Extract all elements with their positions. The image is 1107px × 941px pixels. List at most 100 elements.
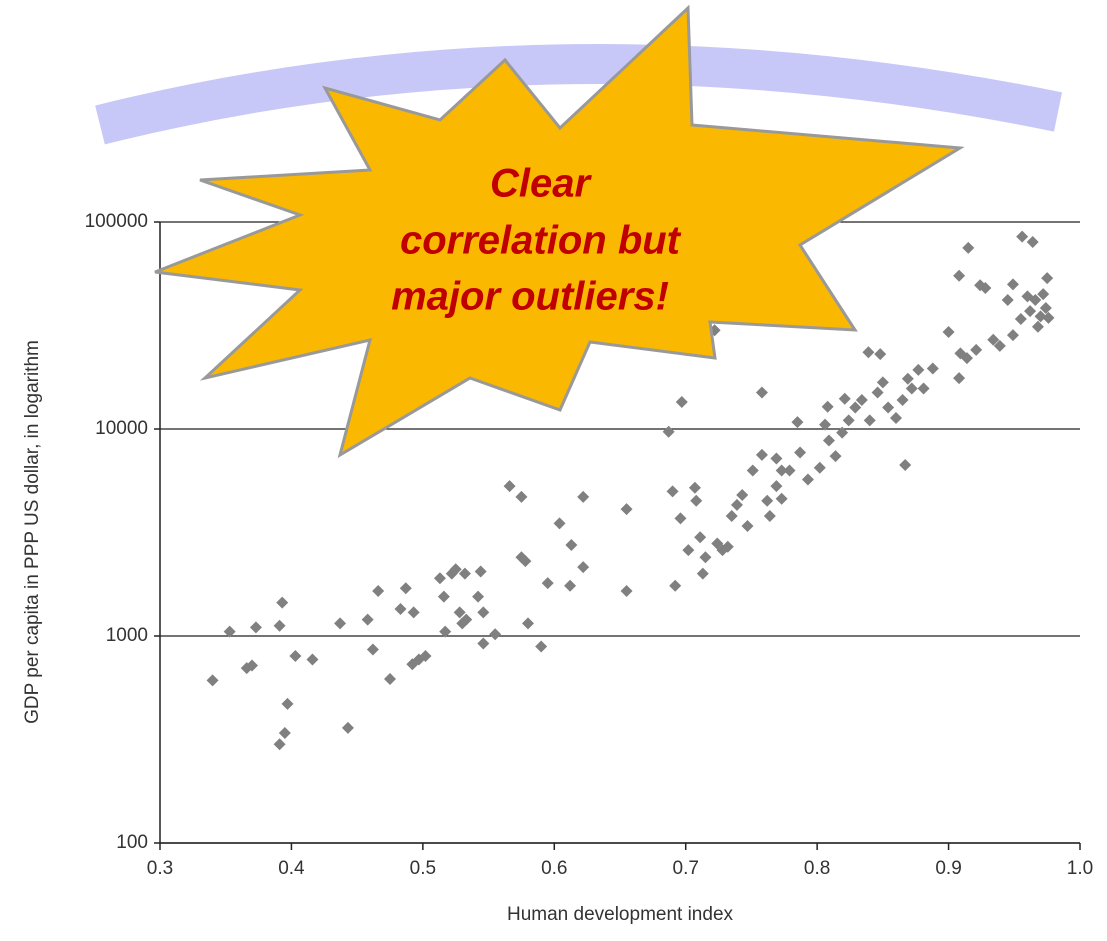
point — [674, 512, 687, 525]
point — [565, 539, 578, 552]
x-tick-label: 0.9 — [935, 858, 961, 879]
point — [836, 426, 849, 439]
x-tick-label: 0.7 — [673, 858, 699, 879]
point — [278, 726, 291, 739]
point — [899, 459, 912, 472]
point — [690, 494, 703, 507]
point — [849, 401, 862, 414]
point — [962, 241, 975, 254]
point — [474, 565, 487, 578]
point — [306, 653, 319, 666]
point — [987, 333, 1000, 346]
point — [281, 697, 294, 710]
point — [770, 480, 783, 493]
point — [666, 485, 679, 498]
point — [1034, 310, 1047, 323]
point — [384, 672, 396, 685]
point — [662, 425, 675, 438]
point — [1026, 236, 1039, 249]
point — [736, 488, 749, 501]
x-tick-label: 0.3 — [147, 858, 173, 879]
point — [489, 628, 502, 641]
point — [246, 659, 258, 672]
point — [1006, 278, 1019, 291]
point — [564, 579, 577, 592]
point — [1006, 329, 1019, 342]
x-tick-label: 0.5 — [410, 858, 436, 879]
point — [953, 372, 966, 385]
point — [993, 339, 1006, 352]
y-tick-label: 10000 — [95, 418, 148, 439]
point — [522, 617, 534, 630]
point — [775, 464, 788, 477]
point — [1031, 320, 1044, 333]
point — [669, 579, 682, 592]
point — [905, 382, 918, 395]
point — [688, 481, 701, 494]
point — [730, 498, 743, 511]
point — [770, 452, 783, 465]
point — [813, 461, 826, 474]
point — [515, 490, 528, 503]
point — [477, 606, 490, 619]
point — [361, 613, 374, 626]
point — [979, 281, 992, 294]
x-tick-label: 1.0 — [1067, 858, 1093, 879]
point — [289, 650, 302, 663]
point — [822, 434, 835, 447]
point — [437, 590, 450, 603]
point — [407, 606, 420, 619]
point — [926, 362, 939, 375]
y-axis-label: GDP per capita in PPP US dollar, in loga… — [22, 340, 43, 724]
point — [458, 567, 471, 580]
point — [829, 450, 842, 463]
point — [842, 414, 855, 427]
point — [620, 584, 633, 597]
point — [821, 400, 834, 413]
point — [901, 372, 914, 385]
point — [460, 613, 473, 626]
point — [763, 509, 776, 522]
point — [917, 382, 930, 395]
point — [519, 555, 532, 568]
point — [1016, 230, 1029, 243]
point — [755, 386, 768, 399]
point — [838, 392, 851, 405]
point — [577, 490, 590, 503]
point — [453, 606, 466, 619]
point — [341, 721, 354, 734]
point — [372, 584, 385, 597]
point — [1001, 293, 1014, 306]
point — [871, 386, 884, 399]
point — [433, 572, 446, 585]
point — [855, 394, 868, 407]
x-axis-label: Human development index — [507, 904, 734, 925]
point — [249, 621, 262, 634]
point — [791, 416, 804, 429]
annotation-line: Clear — [490, 162, 592, 206]
annotation-line: major outliers! — [391, 275, 669, 319]
point — [1037, 288, 1050, 301]
point — [819, 418, 832, 431]
x-tick-label: 0.6 — [541, 858, 567, 879]
point — [276, 596, 289, 609]
point — [694, 531, 707, 544]
point — [721, 540, 734, 553]
point — [577, 561, 590, 574]
point — [876, 376, 889, 389]
point — [223, 625, 236, 638]
point — [1024, 305, 1037, 318]
point — [863, 414, 876, 427]
x-tick-label: 0.4 — [278, 858, 305, 879]
point — [477, 637, 490, 650]
point — [874, 348, 887, 361]
point — [862, 346, 875, 359]
point — [273, 738, 286, 751]
annotation-line: correlation but — [400, 219, 682, 263]
point — [399, 582, 412, 595]
point — [1029, 293, 1042, 306]
y-tick-label: 100000 — [85, 211, 148, 232]
point — [741, 519, 754, 532]
point — [472, 590, 485, 603]
point — [1042, 311, 1055, 324]
